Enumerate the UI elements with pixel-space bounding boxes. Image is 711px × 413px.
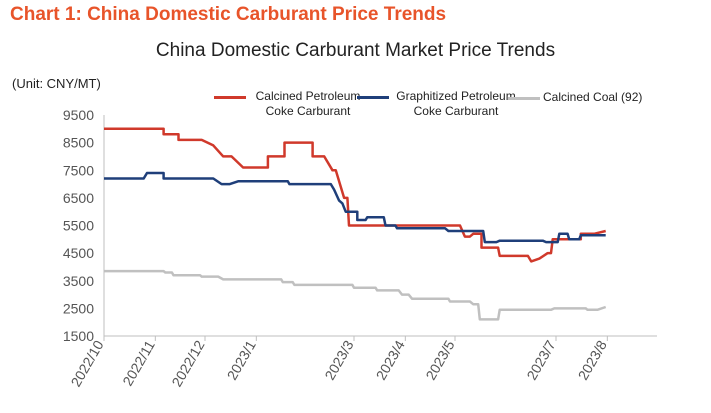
series-line-2 [104, 269, 607, 321]
y-tick-label-8500: 8500 [63, 135, 94, 151]
x-tick-label-2023/5: 2023/5 [422, 337, 457, 382]
y-tick-label-4500: 4500 [63, 245, 94, 261]
legend-label-calcined-petroleum-coke: Calcined Petroleum Coke Carburant [255, 89, 361, 118]
y-tick-label-6500: 6500 [63, 190, 94, 206]
y-tick-label-3500: 3500 [63, 273, 94, 289]
y-tick-label-7500: 7500 [63, 162, 94, 178]
legend-swatch-calcined-petroleum-coke [214, 96, 246, 99]
series-line-0 [104, 127, 606, 263]
x-tick-label-2023/3: 2023/3 [321, 337, 356, 382]
x-tick-label-2022/10: 2022/10 [67, 337, 106, 389]
x-tick-label-2023/1: 2023/1 [224, 337, 259, 382]
x-tick-label-2023/8: 2023/8 [575, 337, 610, 382]
legend-swatch-graphitized-petroleum-coke [357, 96, 389, 99]
legend-swatch-calcined-coal [508, 97, 540, 100]
x-tick-label-2023/4: 2023/4 [373, 337, 408, 382]
chart-title: China Domestic Carburant Market Price Tr… [155, 40, 556, 61]
x-tick-label-2023/7: 2023/7 [523, 337, 558, 382]
y-tick-label-1500: 1500 [63, 328, 94, 344]
series-line-1 [104, 171, 606, 244]
x-tick-label-2022/11: 2022/11 [119, 337, 158, 388]
x-tick-label-2022/12: 2022/12 [168, 337, 207, 389]
y-tick-label-9500: 9500 [63, 107, 94, 123]
legend-label-calcined-coal: Calcined Coal (92) [543, 90, 643, 104]
legend-label-graphitized-petroleum-coke: Graphitized Petroleum Coke Carburant [396, 89, 516, 118]
chart-heading: Chart 1: China Domestic Carburant Price … [10, 4, 447, 25]
y-tick-label-2500: 2500 [63, 300, 94, 316]
y-tick-label-5500: 5500 [63, 218, 94, 234]
unit-label: (Unit: CNY/MT) [12, 76, 101, 91]
